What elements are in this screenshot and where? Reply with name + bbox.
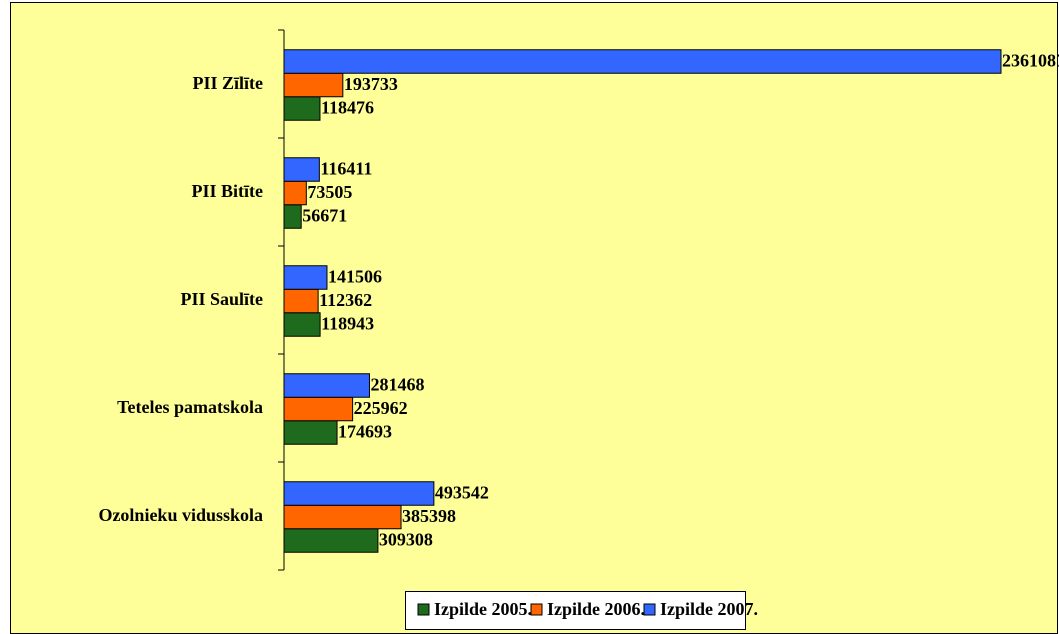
legend-swatch <box>417 603 430 616</box>
data-label: 385398 <box>402 506 456 526</box>
bar <box>283 420 338 445</box>
legend-label: Izpilde 2005. <box>434 599 532 619</box>
data-label: 493542 <box>435 483 489 503</box>
bar <box>283 49 1002 74</box>
bar <box>283 481 435 506</box>
y-tick-label: PII Bitīte <box>192 181 264 201</box>
bar <box>283 312 321 337</box>
bar <box>283 72 344 98</box>
bar <box>283 288 319 314</box>
data-label: 2361087 <box>1002 51 1059 71</box>
data-label: 309308 <box>379 530 433 550</box>
y-tick-label: PII Zīlīte <box>193 73 264 93</box>
y-tick-label: Teteles pamatskola <box>117 397 263 417</box>
legend-swatch <box>530 603 543 616</box>
legend: Izpilde 2005. Izpilde 2006. Izpilde 2007. <box>405 591 758 630</box>
data-label: 174693 <box>338 422 392 442</box>
legend-box <box>405 591 746 630</box>
chart-area <box>10 2 1058 634</box>
bar <box>283 528 379 553</box>
y-tick-label: PII Saulīte <box>180 289 263 309</box>
bar <box>283 265 328 290</box>
bar <box>283 204 302 229</box>
bar <box>283 157 320 182</box>
bar <box>283 96 321 121</box>
data-label: 56671 <box>302 206 347 226</box>
data-label: 73505 <box>307 182 352 202</box>
data-label: 281468 <box>370 375 424 395</box>
y-tick-label: Ozolnieku vidusskola <box>98 505 263 525</box>
data-label: 118476 <box>321 98 374 118</box>
legend-label: Izpilde 2006. <box>547 599 645 619</box>
data-label: 193733 <box>344 74 398 94</box>
data-label: 141506 <box>328 267 382 287</box>
bar <box>283 373 370 398</box>
data-label: 112362 <box>319 290 372 310</box>
data-label: 116411 <box>320 159 372 179</box>
data-label: 225962 <box>354 398 408 418</box>
bar <box>283 180 307 206</box>
legend-swatch <box>643 603 656 616</box>
legend-label: Izpilde 2007. <box>660 599 758 619</box>
bar <box>283 396 354 422</box>
bar <box>283 504 402 530</box>
data-label: 118943 <box>321 314 374 334</box>
